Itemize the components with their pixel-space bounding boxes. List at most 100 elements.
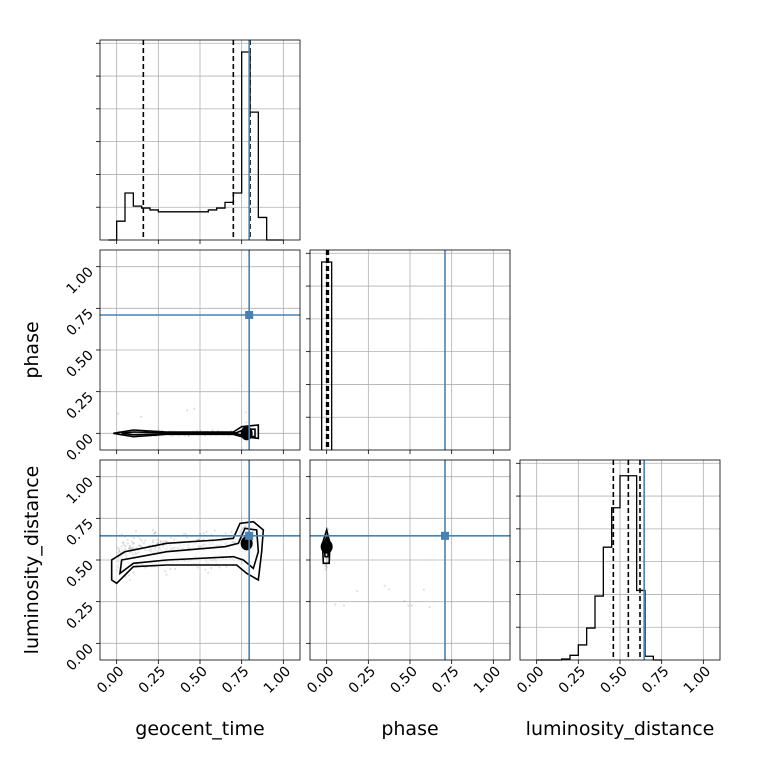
sample-point xyxy=(124,547,127,551)
sample-point xyxy=(230,530,233,534)
x-tick-label: 0.75 xyxy=(219,664,252,697)
sample-point xyxy=(333,603,337,606)
sample-point xyxy=(164,539,167,542)
sample-point xyxy=(325,566,328,569)
sample-point xyxy=(199,429,202,432)
x-tick-label: 0.00 xyxy=(304,664,337,697)
x-tick-label: 1.00 xyxy=(471,664,504,697)
sample-point xyxy=(193,407,196,411)
sample-point xyxy=(342,604,346,607)
sample-point xyxy=(117,412,120,415)
sample-point xyxy=(407,604,410,607)
sample-point xyxy=(169,567,172,571)
sample-point xyxy=(151,529,155,532)
sample-point xyxy=(139,537,142,541)
y-tick-label: 0.00 xyxy=(63,641,96,674)
y-tick-label: 0.00 xyxy=(63,431,96,464)
sample-point xyxy=(131,540,134,543)
sample-point xyxy=(118,550,122,553)
x-axis-label-phase: phase xyxy=(381,718,438,740)
y-tick-label: 0.75 xyxy=(63,306,96,339)
sample-point xyxy=(126,538,129,542)
sample-point xyxy=(124,545,127,548)
y-tick-label: 1.00 xyxy=(63,264,96,297)
sample-point xyxy=(116,551,120,554)
x-axis-label-geocent-time: geocent_time xyxy=(135,718,264,740)
sample-point xyxy=(245,421,248,424)
sample-point xyxy=(139,545,142,548)
sample-point xyxy=(196,566,199,569)
sample-point xyxy=(428,606,431,609)
x-axis-label-luminosity-distance: luminosity_distance xyxy=(526,718,715,740)
sample-point xyxy=(173,538,176,541)
sample-point xyxy=(132,542,135,545)
sample-point xyxy=(152,532,156,535)
sample-point xyxy=(186,536,189,539)
y-axis-label-luminosity-distance: luminosity_distance xyxy=(21,466,43,655)
sample-point xyxy=(143,566,146,569)
sample-point xyxy=(210,567,213,570)
panel-hist-luminosity_distance xyxy=(516,459,721,661)
y-tick-label: 0.25 xyxy=(63,389,96,422)
sample-point xyxy=(196,538,199,541)
sample-point xyxy=(154,531,157,534)
x-tick-label: 1.00 xyxy=(261,664,294,697)
x-tick-label: 0.50 xyxy=(597,664,630,697)
sample-point xyxy=(199,532,202,536)
sample-point xyxy=(152,539,155,542)
sample-point xyxy=(207,571,210,574)
sample-point xyxy=(182,533,186,536)
x-tick-label: 0.75 xyxy=(639,664,672,697)
sample-point xyxy=(170,434,173,437)
x-tick-label: 0.25 xyxy=(346,664,379,697)
x-tick-label: 0.50 xyxy=(177,664,210,697)
sample-point xyxy=(127,574,130,577)
sample-point xyxy=(128,544,131,547)
truth-marker xyxy=(245,531,254,540)
density-core xyxy=(320,539,333,554)
sample-point xyxy=(204,568,207,571)
sample-point xyxy=(202,538,205,541)
sample-point xyxy=(140,415,143,418)
sample-point xyxy=(116,546,119,549)
contour-level xyxy=(118,527,260,576)
panel-hist-phase xyxy=(306,249,511,451)
sample-point xyxy=(184,532,187,535)
sample-point xyxy=(213,529,216,532)
sample-point xyxy=(205,530,208,533)
y-tick-label: 1.00 xyxy=(63,474,96,507)
y-tick-label: 0.75 xyxy=(63,516,96,549)
sample-point xyxy=(122,541,125,544)
x-tick-label: 0.50 xyxy=(387,664,420,697)
sample-point xyxy=(132,571,135,574)
panel-hist-geocent_time xyxy=(96,39,301,241)
panel-pair-phase-luminosity_distance xyxy=(309,459,511,661)
sample-point xyxy=(140,539,143,542)
sample-point xyxy=(124,575,127,578)
sample-point xyxy=(173,567,177,570)
sample-point xyxy=(159,541,162,544)
sample-point xyxy=(165,573,168,576)
sample-point xyxy=(131,542,135,545)
sample-point xyxy=(144,539,147,542)
sample-point xyxy=(134,530,138,533)
sample-point xyxy=(127,547,131,550)
sample-point xyxy=(123,544,126,547)
x-tick-label: 0.25 xyxy=(136,664,169,697)
sample-point xyxy=(324,568,327,571)
sample-point xyxy=(137,544,140,547)
sample-point xyxy=(383,584,386,588)
sample-point xyxy=(156,542,159,545)
sample-point xyxy=(142,542,146,545)
y-axis-label-phase: phase xyxy=(21,321,43,378)
sample-point xyxy=(164,570,167,573)
sample-point xyxy=(153,531,157,534)
sample-point xyxy=(121,542,124,545)
x-tick-label: 1.00 xyxy=(681,664,714,697)
panel-pair-geocent_time-luminosity_distance xyxy=(99,459,301,661)
sample-point xyxy=(132,546,135,549)
sample-point xyxy=(130,547,133,550)
y-tick-label: 0.50 xyxy=(63,348,96,381)
sample-point xyxy=(138,544,141,547)
sample-point xyxy=(186,409,189,412)
